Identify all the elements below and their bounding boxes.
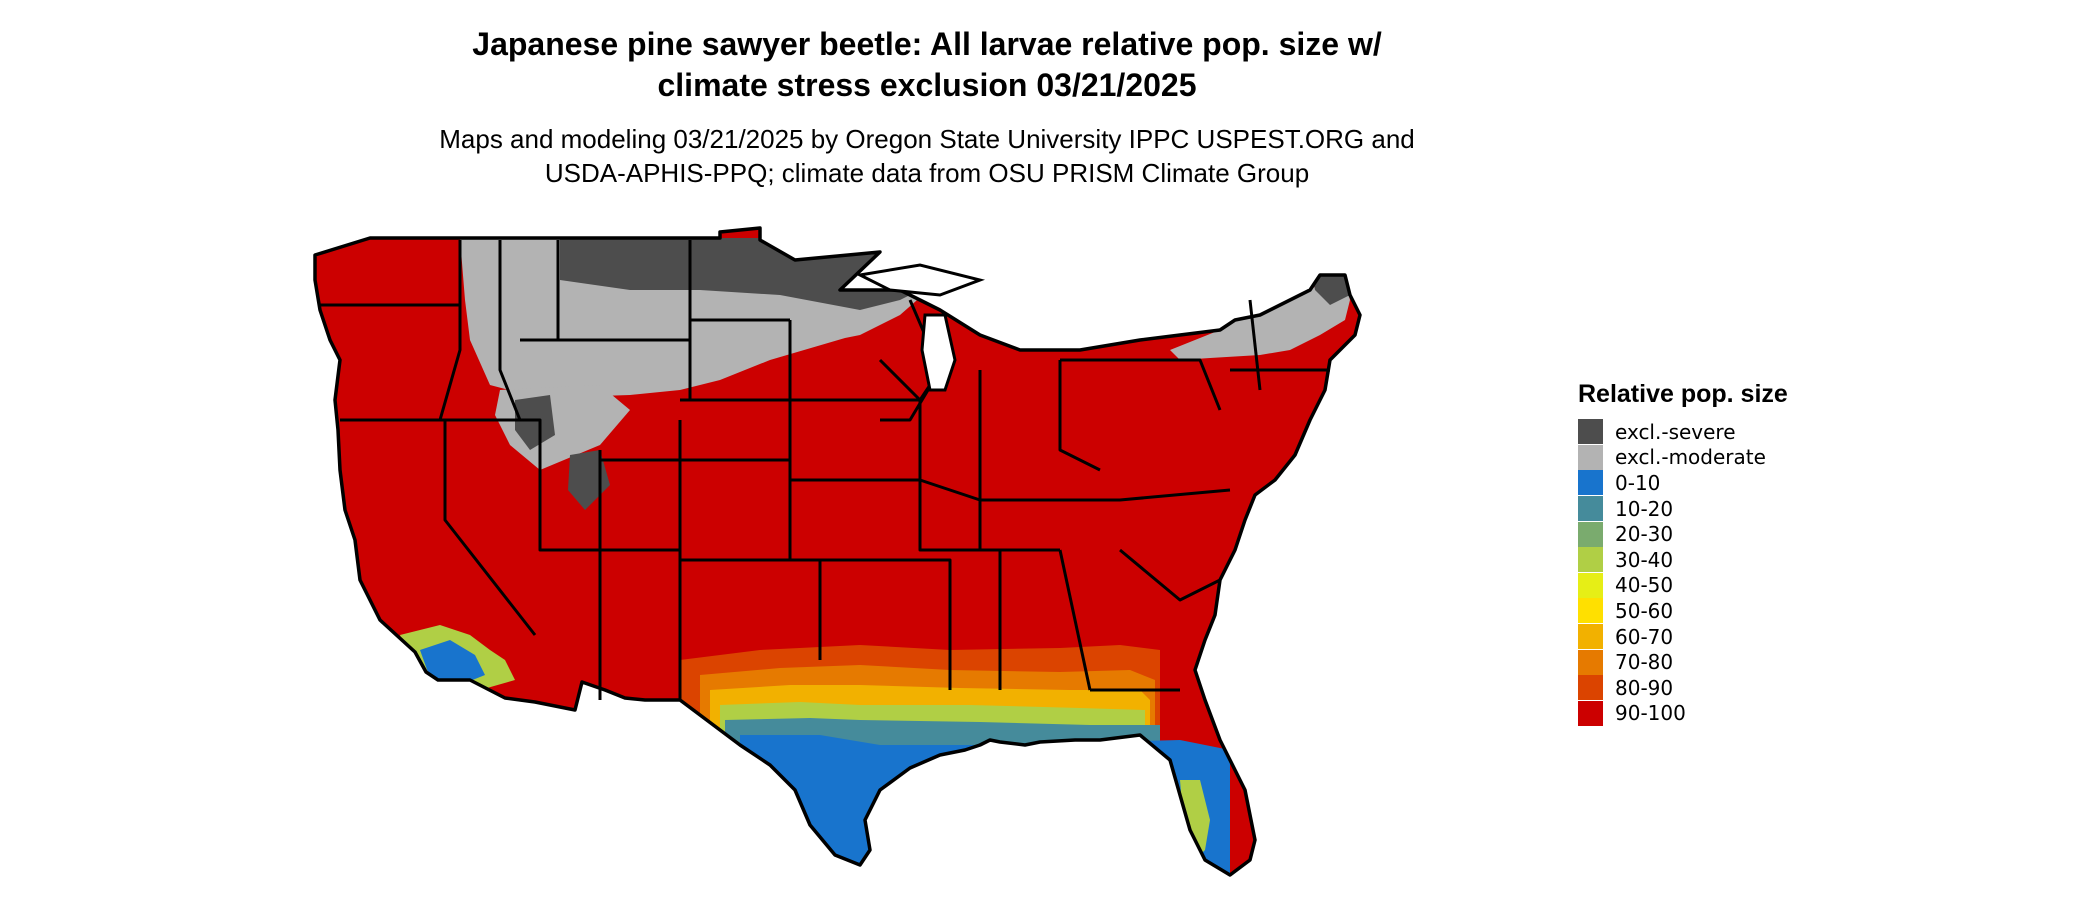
legend-item: 30-40 [1578, 547, 1788, 573]
legend-label: 90-100 [1615, 701, 1686, 726]
legend-label: 80-90 [1615, 675, 1674, 700]
legend-item: excl.-severe [1578, 419, 1788, 445]
legend-label: 20-30 [1615, 522, 1674, 547]
title-line-1: Japanese pine sawyer beetle: All larvae … [472, 26, 1382, 62]
border-id-mt [498, 240, 522, 421]
legend-label: 10-20 [1615, 496, 1674, 521]
region-excl-moderate-northeast [1170, 280, 1350, 360]
lake-michigan [920, 313, 957, 392]
legend-item: 20-30 [1578, 521, 1788, 547]
legend-label: excl.-moderate [1615, 445, 1766, 470]
border-al-ga [1058, 549, 1092, 691]
region-0-10-southwest [420, 640, 485, 685]
map-title: Japanese pine sawyer beetle: All larvae … [0, 24, 1854, 106]
legend-item: excl.-moderate [1578, 444, 1788, 471]
legend-label: 40-50 [1615, 573, 1674, 598]
legend-item: 50-60 [1578, 598, 1788, 624]
legend-swatch [1578, 675, 1603, 701]
subtitle-line-2: USDA-APHIS-PPQ; climate data from OSU PR… [544, 158, 1310, 188]
legend-swatch [1578, 419, 1603, 445]
region-excl-severe-wyoming [515, 395, 555, 450]
legend-swatch [1578, 547, 1603, 573]
legend-label: 50-60 [1615, 598, 1674, 623]
legend-item: 70-80 [1578, 649, 1788, 675]
border-ga-sc [1119, 548, 1221, 602]
legend-items: excl.-severe excl.-moderate 0-10 10-20 20-30… [1578, 419, 1788, 726]
border-ca-nv [443, 420, 537, 636]
country-outline [313, 226, 1362, 877]
legend-item: 60-70 [1578, 624, 1788, 650]
legend-swatch [1578, 700, 1603, 726]
legend-label: 70-80 [1615, 650, 1674, 675]
border-pa-ny [1060, 358, 1222, 411]
state-borders [320, 240, 1330, 700]
legend-item: 10-20 [1578, 496, 1788, 522]
border-or-wa [320, 303, 462, 421]
legend-swatch [1578, 470, 1603, 496]
legend-swatch [1578, 521, 1603, 547]
legend-item: 90-100 [1578, 700, 1788, 727]
legend-label: 30-40 [1615, 547, 1674, 572]
map-legend: Relative pop. size excl.-severe excl.-mod… [1578, 380, 1788, 726]
border-in-oh [978, 370, 1060, 552]
title-line-2: climate stress exclusion 03/21/2025 [657, 67, 1197, 103]
us-population-map [313, 226, 1362, 877]
legend-item: 40-50 [1578, 572, 1788, 599]
legend-item: 80-90 [1578, 675, 1788, 701]
map-subtitle: Maps and modeling 03/21/2025 by Oregon S… [0, 122, 1854, 190]
legend-item: 0-10 [1578, 470, 1788, 496]
border-oh-pa-wv [1058, 360, 1101, 472]
border-il-in-ky [878, 358, 980, 552]
legend-title: Relative pop. size [1578, 380, 1788, 408]
subtitle-line-1: Maps and modeling 03/21/2025 by Oregon S… [439, 124, 1415, 154]
legend-swatch [1578, 624, 1603, 650]
legend-label: 60-70 [1615, 624, 1674, 649]
region-0-10-gulf [740, 735, 1230, 875]
legend-swatch [1578, 572, 1603, 598]
legend-label: 0-10 [1615, 470, 1661, 495]
great-lakes [855, 263, 986, 392]
legend-swatch [1578, 598, 1603, 624]
border-ar-la [820, 558, 952, 690]
legend-swatch [1578, 496, 1603, 522]
border-ut-az [538, 420, 680, 552]
legend-swatch [1578, 649, 1603, 675]
lake-superior [855, 263, 986, 297]
legend-label: excl.-severe [1615, 419, 1736, 444]
legend-swatch [1578, 444, 1603, 470]
border-vt-nh [1248, 299, 1262, 391]
